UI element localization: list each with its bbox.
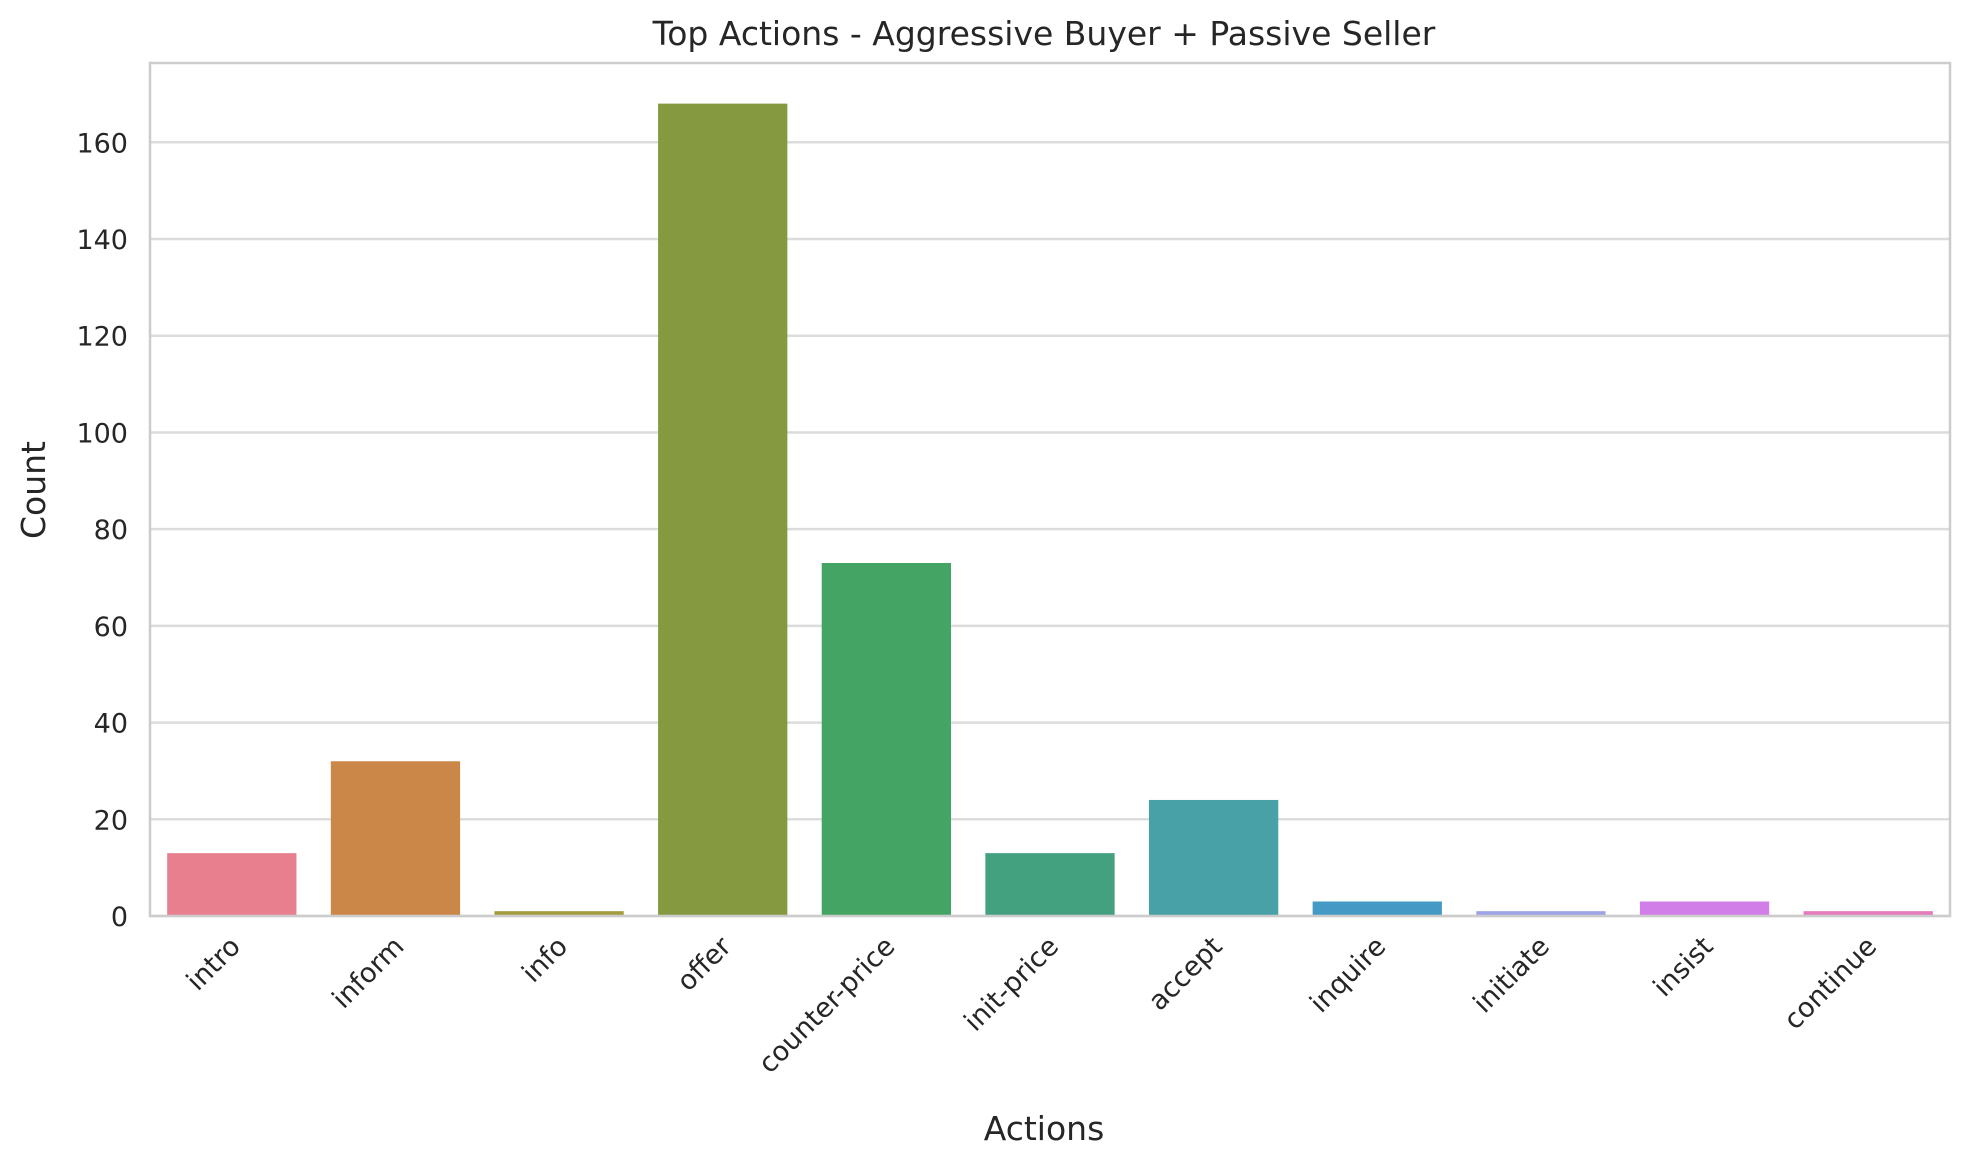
- bar-intro: [167, 853, 297, 916]
- x-tick-label: info: [516, 931, 574, 989]
- x-tick-label: accept: [1143, 931, 1229, 1017]
- bar-counter-price: [821, 563, 951, 916]
- y-tick-label: 140: [76, 225, 128, 256]
- bar-insist: [1639, 901, 1770, 916]
- x-tick-label: initiate: [1468, 931, 1556, 1019]
- y-tick-labels: 0 20 40 60 80 100 120 140 160: [76, 128, 128, 933]
- x-tick-label: offer: [671, 930, 738, 997]
- x-tick-label: inquire: [1304, 931, 1392, 1019]
- plot-frame: [148, 61, 1952, 918]
- x-tick-label: inform: [327, 931, 411, 1015]
- bar-inform: [330, 761, 461, 916]
- bar-init-price: [985, 853, 1115, 916]
- bar-initiate: [1476, 911, 1606, 916]
- y-tick-label: 100: [76, 418, 128, 449]
- x-tick-label: intro: [181, 931, 247, 997]
- x-axis-label: Actions: [984, 1109, 1105, 1148]
- bar-info: [494, 911, 624, 916]
- y-tick-label: 160: [76, 128, 128, 159]
- x-tick-labels: intro inform info offer counter-price init-pr…: [181, 930, 1883, 1079]
- y-tick-label: 20: [94, 805, 128, 836]
- y-tick-label: 0: [111, 902, 128, 933]
- x-tick-label: counter-price: [753, 931, 902, 1080]
- x-tick-label: init-price: [958, 931, 1065, 1038]
- y-axis-label: Count: [14, 441, 53, 539]
- bars: [167, 103, 1933, 917]
- y-tick-label: 60: [94, 612, 128, 643]
- chart-title: Top Actions - Aggressive Buyer + Passive…: [652, 14, 1436, 53]
- bar-continue: [1803, 911, 1933, 916]
- y-tick-label: 120: [76, 322, 128, 353]
- y-tick-label: 80: [94, 515, 128, 546]
- y-tick-label: 40: [94, 709, 128, 740]
- bar-accept: [1149, 799, 1279, 916]
- x-tick-label: insist: [1647, 931, 1719, 1003]
- bar-inquire: [1312, 901, 1442, 916]
- bar-offer: [658, 103, 788, 917]
- x-tick-label: continue: [1778, 931, 1883, 1036]
